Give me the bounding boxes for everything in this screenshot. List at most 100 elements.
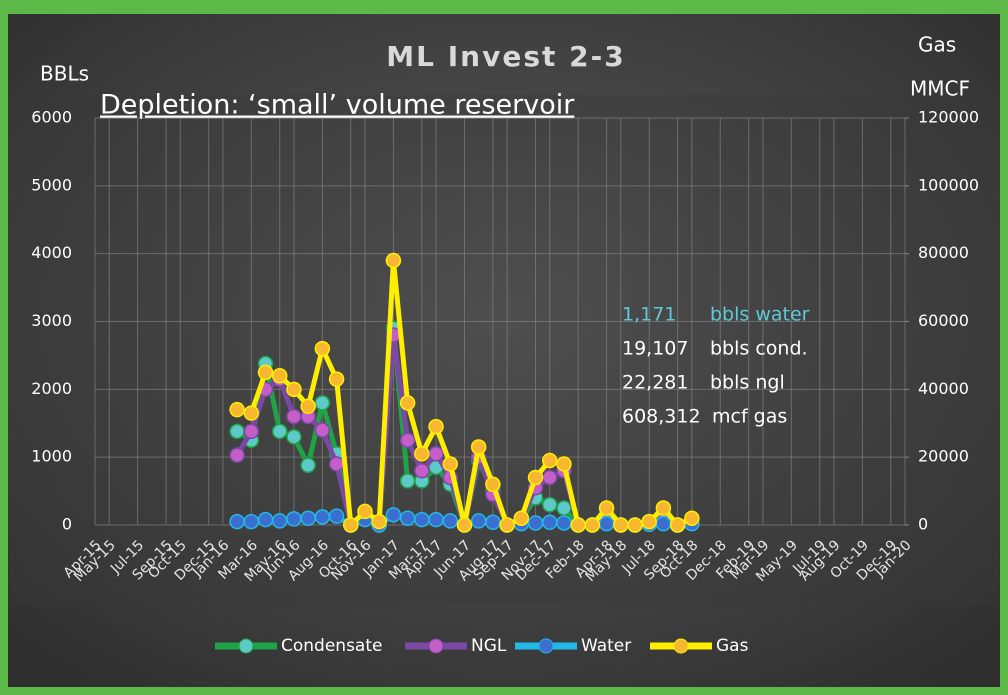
data-point [485,476,501,493]
data-point [541,514,558,531]
y-tick-label: 2000 [31,379,72,398]
data-point [399,395,416,411]
data-point [271,513,288,529]
data-point [357,503,373,520]
y2-tick-label: 0 [918,515,928,534]
data-point [328,371,345,387]
y2-axis-label: MMCF [910,77,970,101]
data-point [399,510,416,526]
data-point [527,515,544,531]
data-point [300,398,316,415]
data-point [328,456,345,472]
data-point [229,401,245,418]
annotation-value: 19,107 [622,338,688,360]
annotation-value: 608,312 [622,406,701,428]
data-point [414,446,430,462]
y2-tick-label: 40000 [918,379,969,398]
data-point [343,517,359,533]
annotation-label: bbls cond. [710,338,808,360]
legend-marker [673,638,689,654]
data-point [314,422,331,438]
chart-title: ML Invest 2-3 [386,40,625,73]
data-point [229,447,245,463]
data-point [385,252,402,269]
data-point [314,509,331,525]
data-point [613,517,629,533]
data-point [442,456,459,472]
data-point [399,473,416,489]
annotation-value: 1,171 [622,304,676,326]
data-point [470,513,487,529]
data-point [513,510,530,526]
data-point [243,405,260,421]
data-point [584,517,601,533]
y2-tick-label: 100000 [918,175,979,194]
data-point [385,507,402,523]
data-point [328,508,345,524]
data-point [229,423,245,440]
annotation-label: mcf gas [712,406,787,428]
data-point [527,469,544,486]
y-tick-label: 1000 [31,447,72,466]
data-point [556,456,572,472]
data-point [627,517,643,533]
data-point [271,423,288,440]
annotation-value: 22,281 [622,372,688,394]
y-tick-label: 6000 [31,108,72,127]
y2-tick-label: 80000 [918,243,969,262]
data-point [286,408,302,425]
data-point [470,439,487,455]
data-point [598,500,615,516]
data-point [456,517,473,533]
y2-tick-label: 20000 [918,447,969,466]
data-point [655,500,672,516]
legend-marker [428,638,444,654]
data-point [300,510,316,526]
data-point [499,517,515,533]
data-point [257,364,274,381]
data-point [541,496,558,513]
data-point [243,513,260,530]
y2-axis-label: Gas [918,33,956,57]
legend-label: Water [581,636,631,656]
data-point [556,515,572,531]
data-point [442,513,459,529]
data-point [300,457,316,474]
annotation-label: bbls ngl [710,372,785,394]
data-point [271,368,288,384]
data-point [314,395,331,411]
data-point [371,513,387,530]
data-point [229,513,245,530]
data-point [428,418,444,435]
data-point [485,514,501,531]
data-point [286,511,302,527]
data-point [541,452,558,469]
legend-label: Condensate [281,636,382,656]
data-point [684,510,700,526]
legend-marker [238,638,254,654]
data-point [655,515,672,532]
background [8,14,1000,687]
data-point [556,500,572,516]
data-point [314,340,331,357]
data-point [286,429,302,445]
data-point [243,423,260,440]
data-point [428,511,444,528]
chart-subtitle: Depletion: ‘small’ volume reservoir [100,90,575,121]
annotation-label: bbls water [710,304,810,326]
data-point [257,511,274,528]
data-point [541,469,558,486]
data-point [399,432,416,448]
data-point [286,381,302,398]
y-axis-label: BBLs [40,62,89,86]
data-point [414,511,430,528]
data-point [598,515,615,532]
legend-label: NGL [471,636,507,656]
data-point [570,517,586,533]
legend-marker [538,638,554,654]
y-tick-label: 5000 [31,175,72,194]
data-point [428,446,444,462]
y-tick-label: 0 [62,515,72,534]
y2-tick-label: 60000 [918,311,969,330]
